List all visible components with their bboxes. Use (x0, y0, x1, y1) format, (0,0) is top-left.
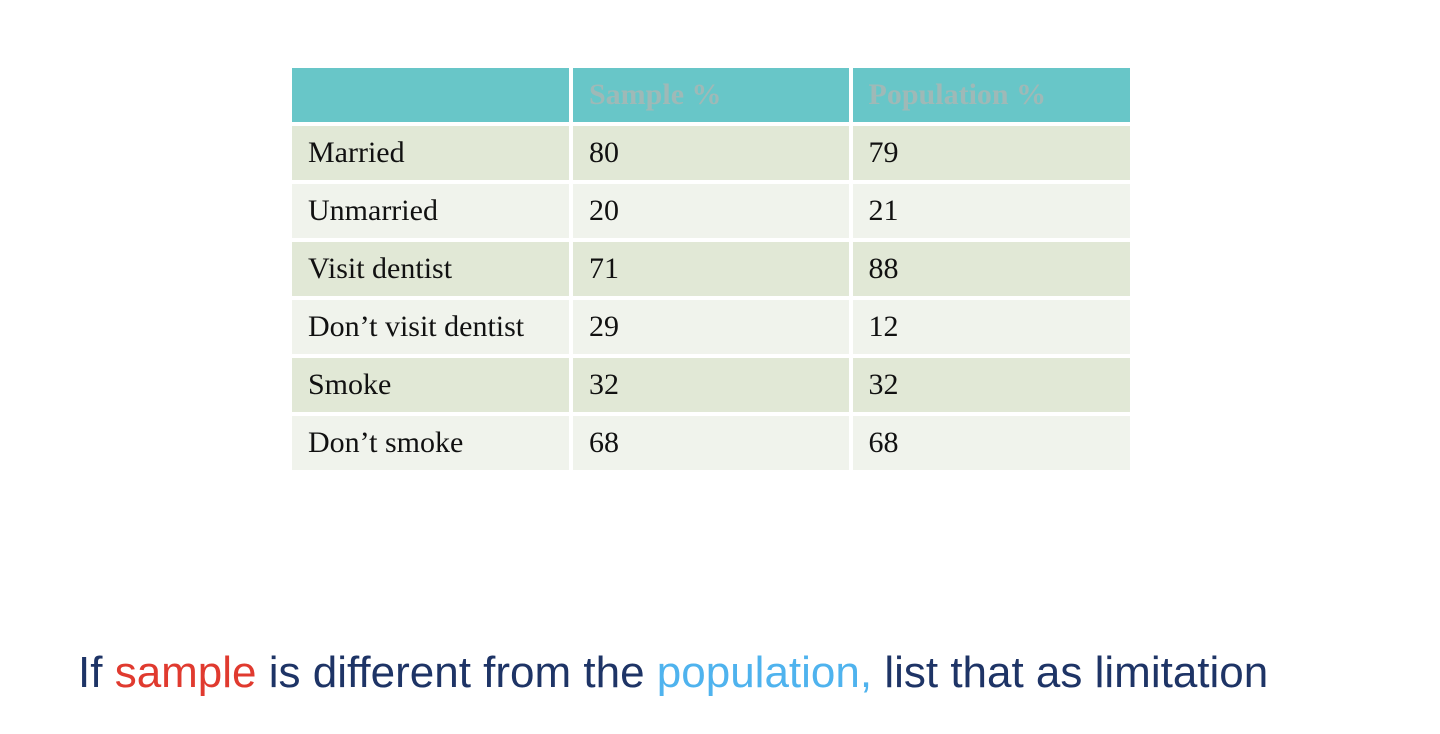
table-row: Don’t visit dentist 29 12 (292, 300, 1130, 354)
table-header-row: Sample % Population % (292, 68, 1130, 122)
row-label: Smoke (292, 358, 569, 412)
caption-text-start: If (78, 648, 115, 697)
caption-text-middle: is different from the (256, 648, 657, 697)
limitation-caption: If sample is different from the populati… (78, 642, 1398, 704)
header-sample-percent: Sample % (573, 68, 849, 122)
sample-value: 29 (573, 300, 849, 354)
row-label: Visit dentist (292, 242, 569, 296)
population-value: 32 (852, 358, 1130, 412)
sample-value: 71 (573, 242, 849, 296)
comparison-table: Sample % Population % Married 80 79 Unma… (288, 64, 1134, 474)
sample-value: 80 (573, 126, 849, 180)
table-row: Unmarried 20 21 (292, 184, 1130, 238)
population-value: 79 (852, 126, 1130, 180)
population-value: 88 (852, 242, 1130, 296)
table-row: Married 80 79 (292, 126, 1130, 180)
row-label: Unmarried (292, 184, 569, 238)
caption-sample-word: sample (114, 648, 257, 697)
table-row: Don’t smoke 68 68 (292, 416, 1130, 470)
header-empty-cell (292, 68, 569, 122)
header-population-percent: Population % (852, 68, 1130, 122)
caption-text-end: list that as limitation (872, 648, 1269, 697)
row-label: Don’t visit dentist (292, 300, 569, 354)
sample-value: 32 (573, 358, 849, 412)
population-value: 21 (852, 184, 1130, 238)
row-label: Don’t smoke (292, 416, 569, 470)
table-row: Smoke 32 32 (292, 358, 1130, 412)
population-value: 12 (852, 300, 1130, 354)
row-label: Married (292, 126, 569, 180)
sample-value: 68 (573, 416, 849, 470)
sample-value: 20 (573, 184, 849, 238)
population-value: 68 (852, 416, 1130, 470)
caption-population-word: population, (656, 648, 873, 697)
table-row: Visit dentist 71 88 (292, 242, 1130, 296)
